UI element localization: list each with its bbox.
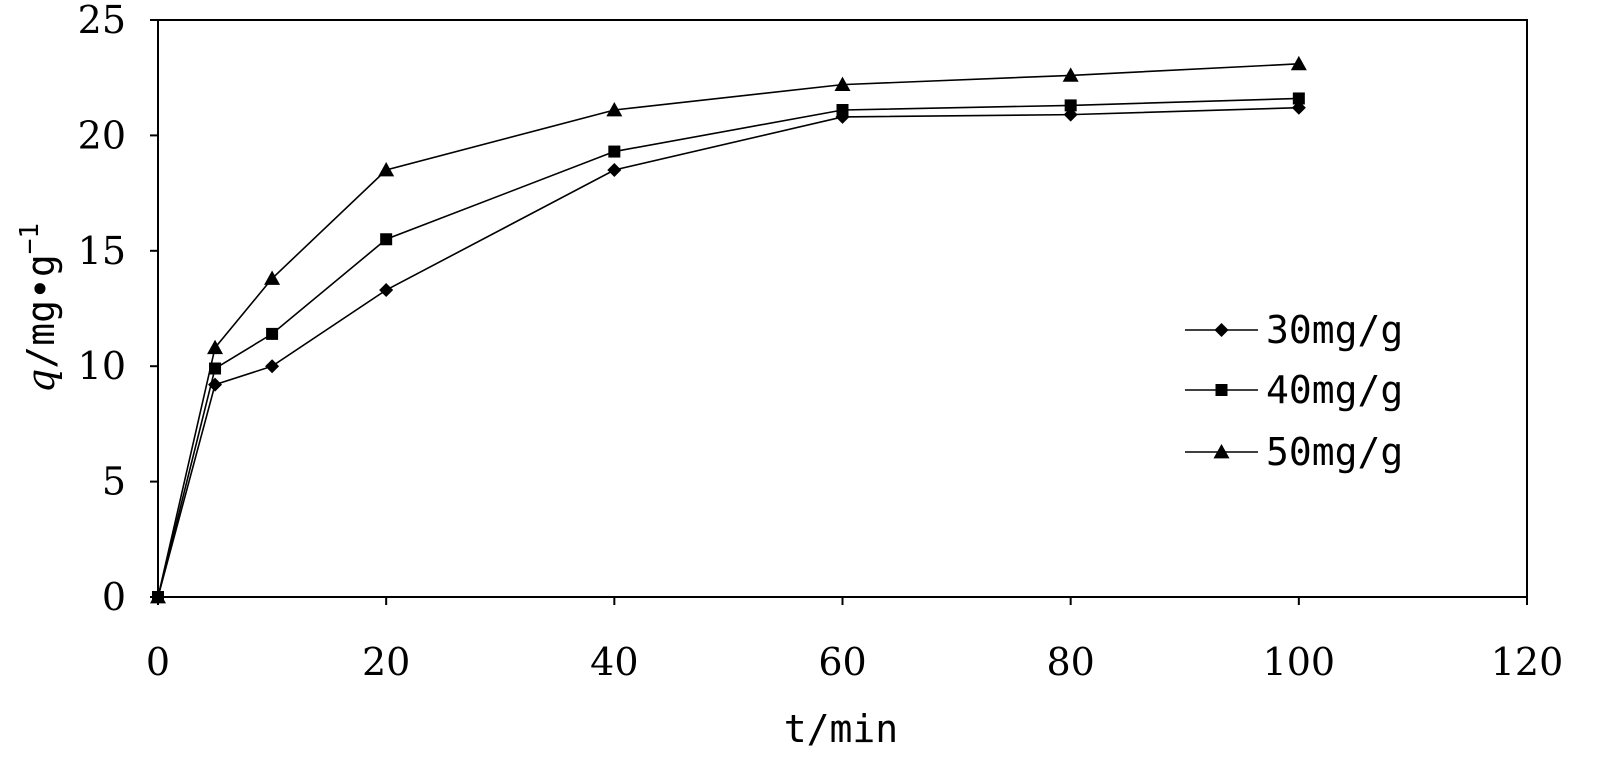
legend-marker-triangle <box>1213 444 1230 459</box>
data-point-triangle <box>378 162 395 177</box>
data-point-diamond <box>607 163 622 178</box>
y-axis-title-symbol: q <box>19 369 63 393</box>
x-tick-label: 100 <box>1263 640 1336 684</box>
data-point-triangle <box>207 339 224 355</box>
legend-marker-square <box>1215 384 1228 396</box>
x-axis-ticks: 0 20 40 60 80 100 120 <box>146 597 1563 684</box>
data-point-triangle <box>834 76 851 92</box>
data-point-square <box>836 104 849 117</box>
data-point-square <box>1292 92 1305 105</box>
legend-marker-diamond <box>1214 323 1229 337</box>
series-layer <box>150 55 1307 604</box>
y-tick-label: 15 <box>78 229 126 273</box>
data-point-diamond <box>265 359 280 374</box>
y-axis-title-unit: /mg•g <box>19 254 63 368</box>
x-tick-label: 120 <box>1491 640 1564 684</box>
x-tick-label: 80 <box>1046 640 1094 684</box>
x-tick-label: 40 <box>590 640 638 684</box>
data-point-triangle <box>1290 55 1307 71</box>
legend-label: 40mg/g <box>1266 368 1403 412</box>
y-tick-label: 10 <box>78 344 126 388</box>
y-axis-title-superscript: −1 <box>15 223 45 254</box>
series-line-diamond <box>157 106 1299 598</box>
legend-label: 50mg/g <box>1266 430 1403 474</box>
data-point-square <box>1064 99 1077 112</box>
series-line-square <box>157 97 1299 598</box>
y-tick-label: 20 <box>78 113 126 157</box>
data-point-triangle <box>606 102 623 117</box>
data-point-square <box>209 362 222 375</box>
y-tick-label: 5 <box>102 460 126 504</box>
data-point-square <box>608 145 621 158</box>
x-tick-label: 0 <box>146 640 170 684</box>
data-point-triangle <box>264 270 281 285</box>
series-line-triangle <box>157 63 1299 598</box>
data-point-triangle <box>150 589 166 604</box>
y-tick-label: 25 <box>78 0 126 42</box>
x-tick-label: 20 <box>362 640 410 684</box>
data-point-diamond <box>379 283 394 298</box>
y-axis-ticks: 0 5 10 15 20 25 <box>78 0 158 619</box>
legend-label: 30mg/g <box>1266 308 1403 352</box>
x-tick-label: 60 <box>818 640 866 684</box>
x-axis-title: t/min <box>784 707 898 751</box>
data-point-square <box>266 327 279 340</box>
legend: 30mg/g 40mg/g 50mg/g <box>1185 308 1403 474</box>
y-tick-label: 0 <box>102 575 126 619</box>
data-point-square <box>380 233 393 246</box>
y-axis-title: q/mg•g−1 <box>15 223 63 393</box>
data-point-triangle <box>1062 67 1079 82</box>
